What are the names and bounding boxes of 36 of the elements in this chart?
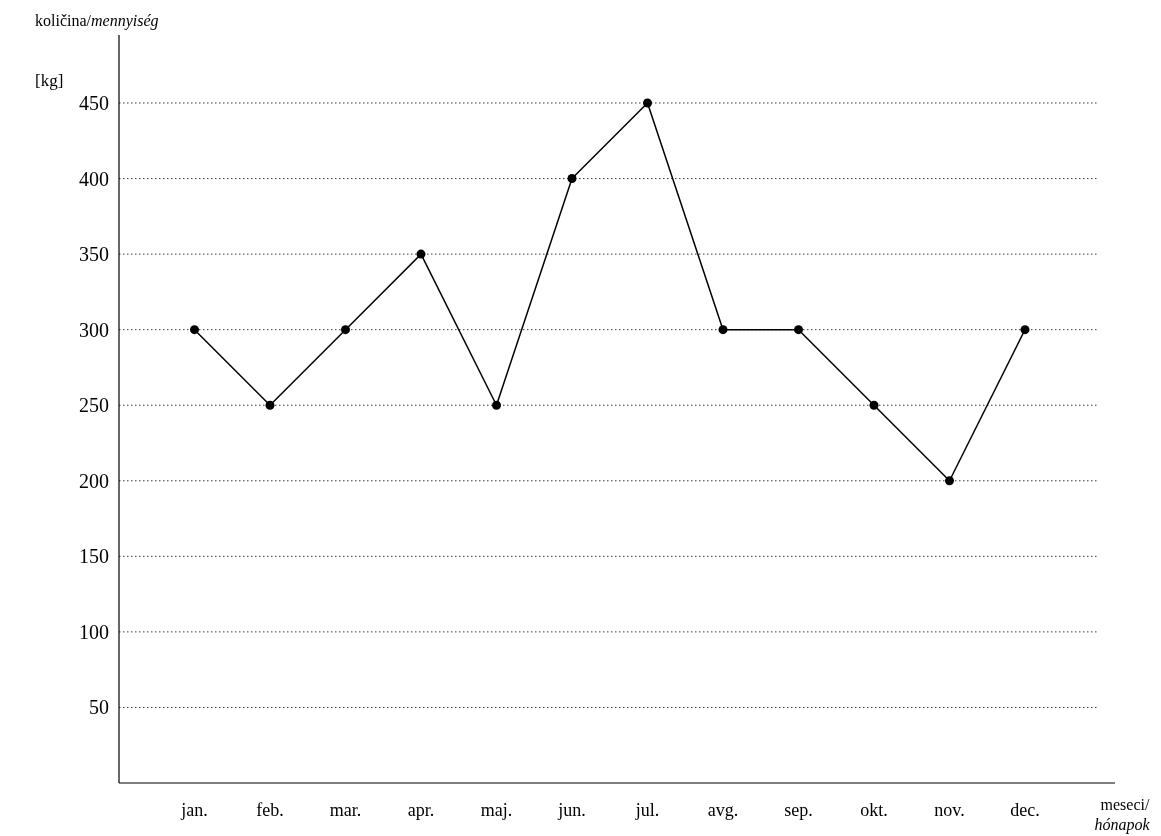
point (869, 400, 879, 410)
x-tick-label: mar. (329, 800, 362, 820)
point (794, 325, 803, 335)
point (718, 325, 728, 335)
x-tick-label: dec. (1010, 800, 1040, 820)
y-tick-label: 50 (89, 696, 109, 719)
point (567, 174, 577, 184)
x-tick-label: nov. (934, 800, 965, 820)
y-tick-label: 400 (79, 167, 109, 190)
point (265, 400, 275, 410)
point (1020, 325, 1030, 335)
x-tick-label: jun. (557, 800, 586, 820)
point (416, 249, 426, 259)
x-tick-label: sep. (784, 800, 813, 820)
y-tick-label: 450 (79, 92, 109, 114)
x-tick-label: okt. (860, 800, 888, 820)
x-tick-label: avg. (707, 800, 739, 820)
point (945, 476, 954, 486)
x-tick-label: maj. (480, 800, 513, 820)
y-tick-label: 250 (79, 394, 109, 417)
x-tick-label: apr. (407, 800, 435, 820)
y-tick-label: 100 (79, 620, 109, 643)
y-tick-label: 150 (79, 545, 109, 568)
x-axis-title: meseci/hónapok (1094, 796, 1151, 834)
point (190, 325, 199, 335)
point (341, 325, 350, 335)
y-axis-title: količina/mennyiség (35, 12, 159, 30)
y-tick-label: 200 (79, 469, 109, 492)
point (643, 98, 652, 108)
y-tick-label: 300 (79, 318, 109, 341)
x-tick-label: jul. (634, 800, 660, 820)
x-tick-label: jan. (180, 800, 208, 820)
text: [kg] (35, 71, 64, 90)
y-tick-label: 350 (79, 243, 109, 266)
point (492, 400, 501, 410)
x-tick-label: feb. (256, 800, 284, 820)
